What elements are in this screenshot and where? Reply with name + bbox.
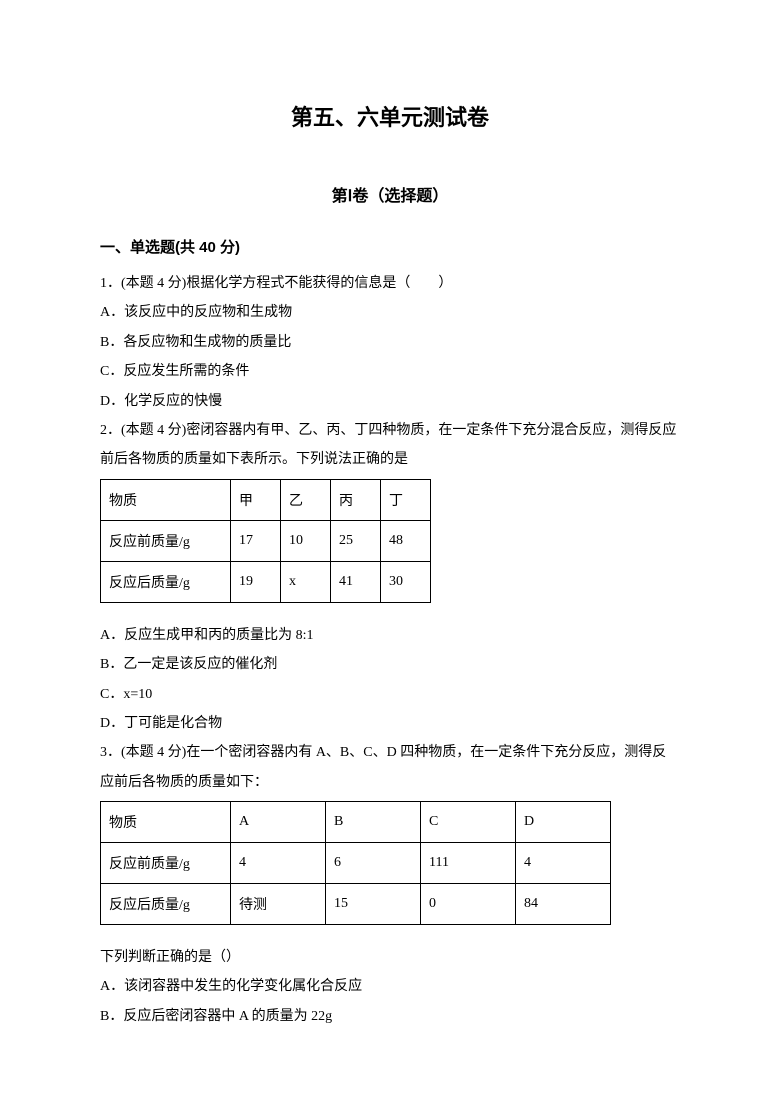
q2-table: 物质 甲 乙 丙 丁 反应前质量/g 17 10 25 48 反应后质量/g 1… — [100, 479, 431, 603]
q1-stem: 1．(本题 4 分)根据化学方程式不能获得的信息是（ ） — [100, 269, 680, 298]
cell: 甲 — [231, 479, 281, 520]
cell: A — [231, 802, 326, 843]
q1-option-c: C．反应发生所需的条件 — [100, 357, 680, 386]
q3-option-b: B．反应后密闭容器中 A 的质量为 22g — [100, 1002, 680, 1031]
q3-stem: 3．(本题 4 分)在一个密闭容器内有 A、B、C、D 四种物质，在一定条件下充… — [100, 738, 680, 797]
cell: 48 — [381, 520, 431, 561]
section-heading: 一、单选题(共 40 分) — [100, 236, 680, 257]
table-row: 反应前质量/g 4 6 111 4 — [101, 843, 611, 884]
cell: 19 — [231, 561, 281, 602]
cell: x — [281, 561, 331, 602]
cell: 41 — [331, 561, 381, 602]
cell: 反应前质量/g — [101, 843, 231, 884]
cell: 25 — [331, 520, 381, 561]
table-row: 物质 甲 乙 丙 丁 — [101, 479, 431, 520]
table-row: 反应前质量/g 17 10 25 48 — [101, 520, 431, 561]
cell: 物质 — [101, 479, 231, 520]
table-row: 物质 A B C D — [101, 802, 611, 843]
cell: 4 — [231, 843, 326, 884]
cell: 乙 — [281, 479, 331, 520]
page-title: 第五、六单元测试卷 — [100, 100, 680, 132]
table-row: 反应后质量/g 19 x 41 30 — [101, 561, 431, 602]
q3-option-a: A．该闭容器中发生的化学变化属化合反应 — [100, 972, 680, 1001]
cell: 待测 — [231, 884, 326, 925]
table-row: 反应后质量/g 待测 15 0 84 — [101, 884, 611, 925]
q3-after: 下列判断正确的是（） — [100, 943, 680, 972]
q2-option-c: C．x=10 — [100, 680, 680, 709]
cell: 15 — [326, 884, 421, 925]
cell: 反应后质量/g — [101, 884, 231, 925]
cell: 丁 — [381, 479, 431, 520]
q1-option-d: D．化学反应的快慢 — [100, 387, 680, 416]
q1-option-a: A．该反应中的反应物和生成物 — [100, 298, 680, 327]
cell: C — [421, 802, 516, 843]
cell: 111 — [421, 843, 516, 884]
cell: 反应前质量/g — [101, 520, 231, 561]
cell: 丙 — [331, 479, 381, 520]
cell: 6 — [326, 843, 421, 884]
q2-option-a: A．反应生成甲和丙的质量比为 8:1 — [100, 621, 680, 650]
cell: 4 — [516, 843, 611, 884]
part-subtitle: 第Ⅰ卷（选择题） — [100, 182, 680, 206]
cell: 物质 — [101, 802, 231, 843]
cell: D — [516, 802, 611, 843]
q3-table: 物质 A B C D 反应前质量/g 4 6 111 4 反应后质量/g 待测 … — [100, 801, 611, 925]
cell: B — [326, 802, 421, 843]
q2-option-b: B．乙一定是该反应的催化剂 — [100, 650, 680, 679]
cell: 10 — [281, 520, 331, 561]
cell: 30 — [381, 561, 431, 602]
cell: 17 — [231, 520, 281, 561]
cell: 84 — [516, 884, 611, 925]
q1-option-b: B．各反应物和生成物的质量比 — [100, 328, 680, 357]
cell: 反应后质量/g — [101, 561, 231, 602]
q2-option-d: D．丁可能是化合物 — [100, 709, 680, 738]
q2-stem: 2．(本题 4 分)密闭容器内有甲、乙、丙、丁四种物质，在一定条件下充分混合反应… — [100, 416, 680, 475]
cell: 0 — [421, 884, 516, 925]
